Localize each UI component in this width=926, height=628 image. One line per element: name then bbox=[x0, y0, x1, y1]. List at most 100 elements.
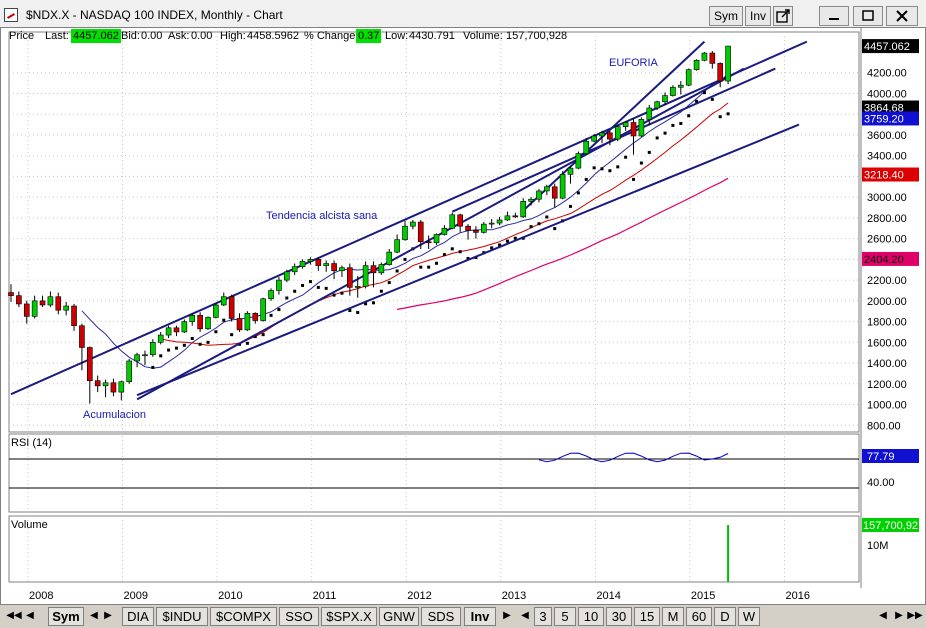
candle-body bbox=[118, 381, 125, 393]
symbol-tab-bar: ◀◀ ◀ Sym ◀ ▶ DIA $INDU $COMPX SSO $SPX.X GNW SDS Inv… bbox=[0, 604, 926, 628]
symbol-tab-gnw[interactable]: GNW bbox=[379, 607, 419, 626]
sar-dot bbox=[214, 330, 218, 334]
period-tab-3[interactable]: 3 bbox=[534, 607, 552, 626]
low-value: 4430.791 bbox=[409, 30, 455, 42]
sar-dot bbox=[679, 121, 683, 125]
sar-dot bbox=[600, 167, 604, 171]
period-tab-60[interactable]: 60 bbox=[686, 607, 712, 626]
maximize-icon[interactable] bbox=[853, 6, 883, 26]
sar-dot bbox=[624, 155, 628, 159]
inv-next-arrow-icon[interactable]: ▶ bbox=[503, 610, 511, 621]
sym-prev-arrow-icon[interactable]: ◀ bbox=[90, 610, 98, 621]
candle-body bbox=[331, 263, 337, 272]
sar-dot bbox=[718, 115, 722, 119]
last-tab-arrow-icon[interactable]: ▶▶ bbox=[907, 610, 923, 621]
symbol-tab-sds[interactable]: SDS bbox=[421, 607, 461, 626]
scroll-left-arrow-icon[interactable]: ◀ bbox=[879, 610, 887, 621]
candle-body bbox=[142, 354, 148, 357]
symbol-tab-sso[interactable]: SSO bbox=[279, 607, 319, 626]
period-tab-5[interactable]: 5 bbox=[554, 607, 576, 626]
candle-body bbox=[717, 63, 724, 82]
close-icon[interactable] bbox=[886, 6, 918, 26]
y-tick-label: 1600.00 bbox=[867, 337, 907, 349]
sar-dot bbox=[324, 286, 328, 290]
period-tab-d[interactable]: D bbox=[714, 607, 736, 626]
sar-dot bbox=[269, 313, 273, 317]
period-tab-w[interactable]: W bbox=[738, 607, 760, 626]
sar-dot bbox=[490, 246, 494, 250]
candle-body bbox=[536, 190, 542, 200]
sym-next-arrow-icon[interactable]: ▶ bbox=[104, 610, 112, 621]
y-tick-label: 2200.00 bbox=[867, 275, 907, 287]
y-tick-label: 4000.00 bbox=[867, 88, 907, 100]
sar-dot bbox=[545, 215, 549, 219]
sar-dot bbox=[364, 302, 368, 306]
sar-dot bbox=[151, 365, 155, 369]
period-tab-15[interactable]: 15 bbox=[634, 607, 660, 626]
candle-body bbox=[512, 215, 519, 218]
candle-body bbox=[236, 318, 243, 331]
inv-tab[interactable]: Inv bbox=[464, 607, 496, 626]
candle-body bbox=[583, 140, 590, 154]
candle-body bbox=[622, 122, 629, 127]
minimize-icon[interactable] bbox=[819, 6, 849, 26]
ask-value: 0.00 bbox=[191, 30, 213, 42]
acumulacion-annotation: Acumulacion bbox=[83, 409, 146, 421]
sar-dot bbox=[277, 308, 281, 312]
candle-body bbox=[607, 132, 613, 140]
export-icon[interactable] bbox=[773, 6, 793, 26]
candle-body bbox=[654, 101, 660, 109]
price-tag-label: 3218.40 bbox=[864, 170, 904, 182]
price-chart-canvas[interactable]: 4200.004000.003800.003600.003400.003200.… bbox=[1, 28, 925, 604]
y-tick-label: 4200.00 bbox=[867, 68, 907, 80]
low-label: Low: bbox=[385, 30, 409, 42]
candle-body bbox=[31, 300, 38, 317]
chart-panel[interactable]: 4200.004000.003800.003600.003400.003200.… bbox=[0, 27, 926, 605]
x-axis-year-label: 2008 bbox=[29, 590, 53, 602]
sar-dot bbox=[190, 336, 194, 340]
sar-dot bbox=[301, 283, 305, 287]
candle-body bbox=[457, 214, 463, 227]
first-tab-arrow-icon[interactable]: ◀◀ bbox=[6, 610, 22, 621]
candle-body bbox=[410, 221, 416, 227]
sym-button[interactable]: Sym bbox=[709, 6, 743, 26]
candle-body bbox=[433, 234, 440, 244]
y-tick-label: 1200.00 bbox=[867, 379, 907, 391]
sar-dot bbox=[427, 265, 431, 269]
candle-body bbox=[244, 312, 251, 331]
prev-tab-arrow-icon[interactable]: ◀ bbox=[26, 610, 34, 621]
candle-body bbox=[662, 95, 668, 103]
candle-body bbox=[268, 290, 274, 300]
price-tag-box bbox=[862, 39, 919, 54]
period-tab-10[interactable]: 10 bbox=[578, 607, 604, 626]
candle-body bbox=[71, 305, 77, 327]
sar-dot bbox=[687, 114, 691, 118]
pct-change-value: 0.37 bbox=[356, 29, 382, 43]
inv-button[interactable]: Inv bbox=[745, 6, 771, 26]
x-axis-year-label: 2012 bbox=[407, 590, 431, 602]
scroll-right-arrow-icon[interactable]: ▶ bbox=[895, 610, 903, 621]
sar-dot bbox=[553, 227, 557, 231]
period-tab-m[interactable]: M bbox=[662, 607, 684, 626]
sym-tab[interactable]: Sym bbox=[48, 607, 84, 626]
period-tab-30[interactable]: 30 bbox=[606, 607, 632, 626]
sar-dot bbox=[174, 346, 178, 350]
symbol-tab-dia[interactable]: DIA bbox=[122, 607, 154, 626]
volume-tick-label: 10M bbox=[867, 540, 888, 552]
last-label: Last: bbox=[45, 30, 69, 42]
sar-dot bbox=[442, 253, 446, 257]
sar-dot bbox=[435, 261, 439, 265]
candle-body bbox=[630, 122, 637, 137]
symbol-tab-compx[interactable]: $COMPX bbox=[210, 607, 277, 626]
candle-body bbox=[417, 221, 424, 243]
symbol-tab-indu[interactable]: $INDU bbox=[156, 607, 208, 626]
sar-dot bbox=[576, 191, 580, 195]
sar-dot bbox=[371, 301, 375, 305]
period-prev-arrow-icon[interactable]: ◀ bbox=[521, 610, 529, 621]
candle-body bbox=[299, 261, 306, 267]
symbol-tab-spxx[interactable]: $SPX.X bbox=[321, 607, 377, 626]
title-bar: $NDX.X - NASDAQ 100 INDEX, Monthly - Cha… bbox=[0, 0, 926, 30]
rsi-value-box bbox=[862, 449, 919, 463]
x-axis-year-label: 2010 bbox=[218, 590, 242, 602]
candle-body bbox=[315, 259, 322, 266]
